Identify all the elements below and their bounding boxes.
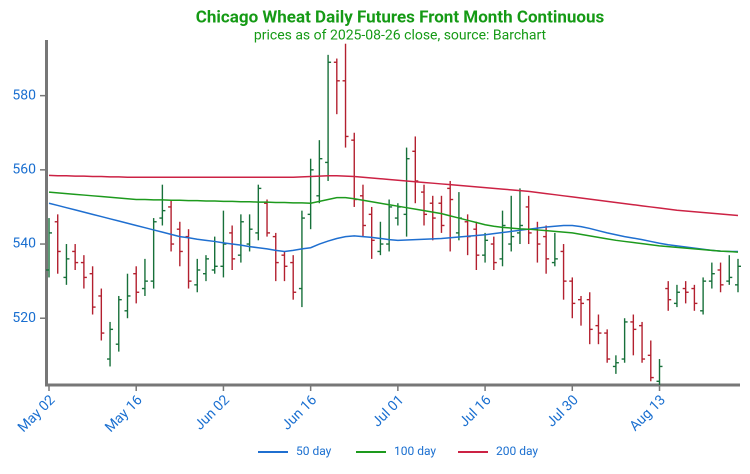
x-tick-label: Jun 02 — [192, 392, 233, 433]
x-tick-label: Jun 16 — [279, 392, 320, 433]
chart-subtitle: prices as of 2025-08-26 close, source: B… — [254, 28, 547, 44]
moving-average-line — [48, 191, 739, 253]
y-tick-label: 560 — [12, 162, 36, 178]
legend-label: 200 day — [496, 444, 538, 458]
moving-average-line — [48, 174, 739, 217]
x-tick-label: Jul 01 — [369, 392, 407, 430]
x-tick-label: Jul 30 — [544, 392, 582, 430]
x-tick-label: Aug 13 — [627, 392, 669, 434]
x-tick-label: Jul 16 — [456, 392, 494, 430]
y-tick-label: 540 — [12, 236, 36, 252]
y-tick-label: 520 — [12, 310, 36, 326]
legend-label: 100 day — [394, 444, 436, 458]
moving-average-line — [48, 202, 738, 253]
x-tick-label: May 02 — [15, 392, 59, 436]
legend-label: 50 day — [296, 444, 332, 458]
y-tick-label: 580 — [12, 87, 36, 103]
chart-title: Chicago Wheat Daily Futures Front Month … — [196, 7, 605, 27]
x-tick-label: May 16 — [102, 392, 146, 436]
